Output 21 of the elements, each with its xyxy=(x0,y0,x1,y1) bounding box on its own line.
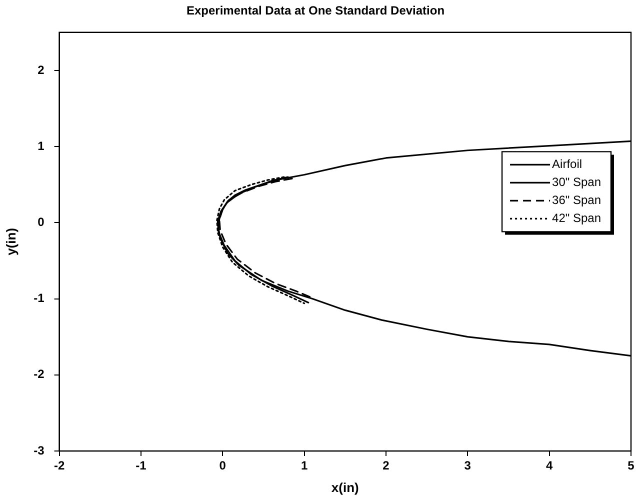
x-tick-label: -1 xyxy=(136,458,147,473)
y-axis-title: y(in) xyxy=(3,228,18,256)
chart-title: Experimental Data at One Standard Deviation xyxy=(186,4,445,18)
legend-label: 42" Span xyxy=(552,211,601,226)
x-tick-label: -2 xyxy=(54,458,65,473)
x-tick-label: 3 xyxy=(464,458,472,473)
legend-label: 36" Span xyxy=(552,193,601,208)
legend-label: 30" Span xyxy=(552,175,601,190)
x-axis-title: x(in) xyxy=(331,480,359,495)
x-tick-label: 5 xyxy=(628,458,635,473)
y-tick-label: -3 xyxy=(34,443,45,458)
y-tick-label: 1 xyxy=(38,138,45,153)
x-tick-label: 2 xyxy=(382,458,390,473)
x-tick-label: 1 xyxy=(300,458,308,473)
x-tick-label: 0 xyxy=(219,458,226,473)
y-tick-label: 2 xyxy=(38,62,45,77)
y-tick-label: -2 xyxy=(34,367,45,382)
y-tick-label: 0 xyxy=(38,214,45,229)
y-tick-label: -1 xyxy=(34,291,45,306)
x-tick-label: 4 xyxy=(546,458,553,473)
legend-label: Airfoil xyxy=(552,157,582,172)
